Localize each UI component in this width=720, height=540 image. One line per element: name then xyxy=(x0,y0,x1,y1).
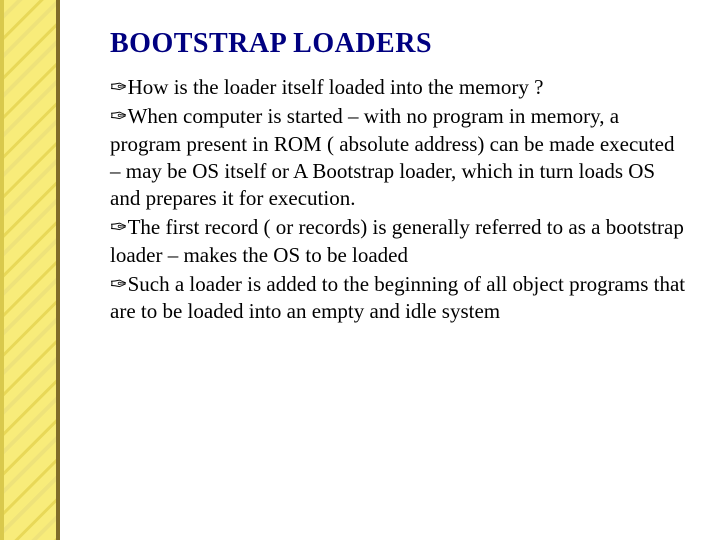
slide: BOOTSTRAP LOADERS ✑How is the loader its… xyxy=(0,0,720,540)
bullet-list: ✑How is the loader itself loaded into th… xyxy=(110,74,690,326)
stripe-svg xyxy=(0,0,60,540)
bullet-item: ✑The first record ( or records) is gener… xyxy=(110,214,690,269)
bullet-glyph-icon: ✑ xyxy=(110,75,128,99)
slide-title: BOOTSTRAP LOADERS xyxy=(110,28,690,60)
bullet-text: How is the loader itself loaded into the… xyxy=(128,75,544,99)
bullet-glyph-icon: ✑ xyxy=(110,104,128,128)
bullet-text: The first record ( or records) is genera… xyxy=(110,215,684,266)
bullet-glyph-icon: ✑ xyxy=(110,215,128,239)
content-area: BOOTSTRAP LOADERS ✑How is the loader its… xyxy=(110,28,690,328)
bullet-item: ✑How is the loader itself loaded into th… xyxy=(110,74,690,101)
bullet-item: ✑Such a loader is added to the beginning… xyxy=(110,271,690,326)
bullet-item: ✑When computer is started – with no prog… xyxy=(110,103,690,212)
bullet-text: When computer is started – with no progr… xyxy=(110,104,674,210)
bullet-glyph-icon: ✑ xyxy=(110,272,128,296)
bullet-text: Such a loader is added to the beginning … xyxy=(110,272,685,323)
decorative-left-stripe xyxy=(0,0,60,540)
